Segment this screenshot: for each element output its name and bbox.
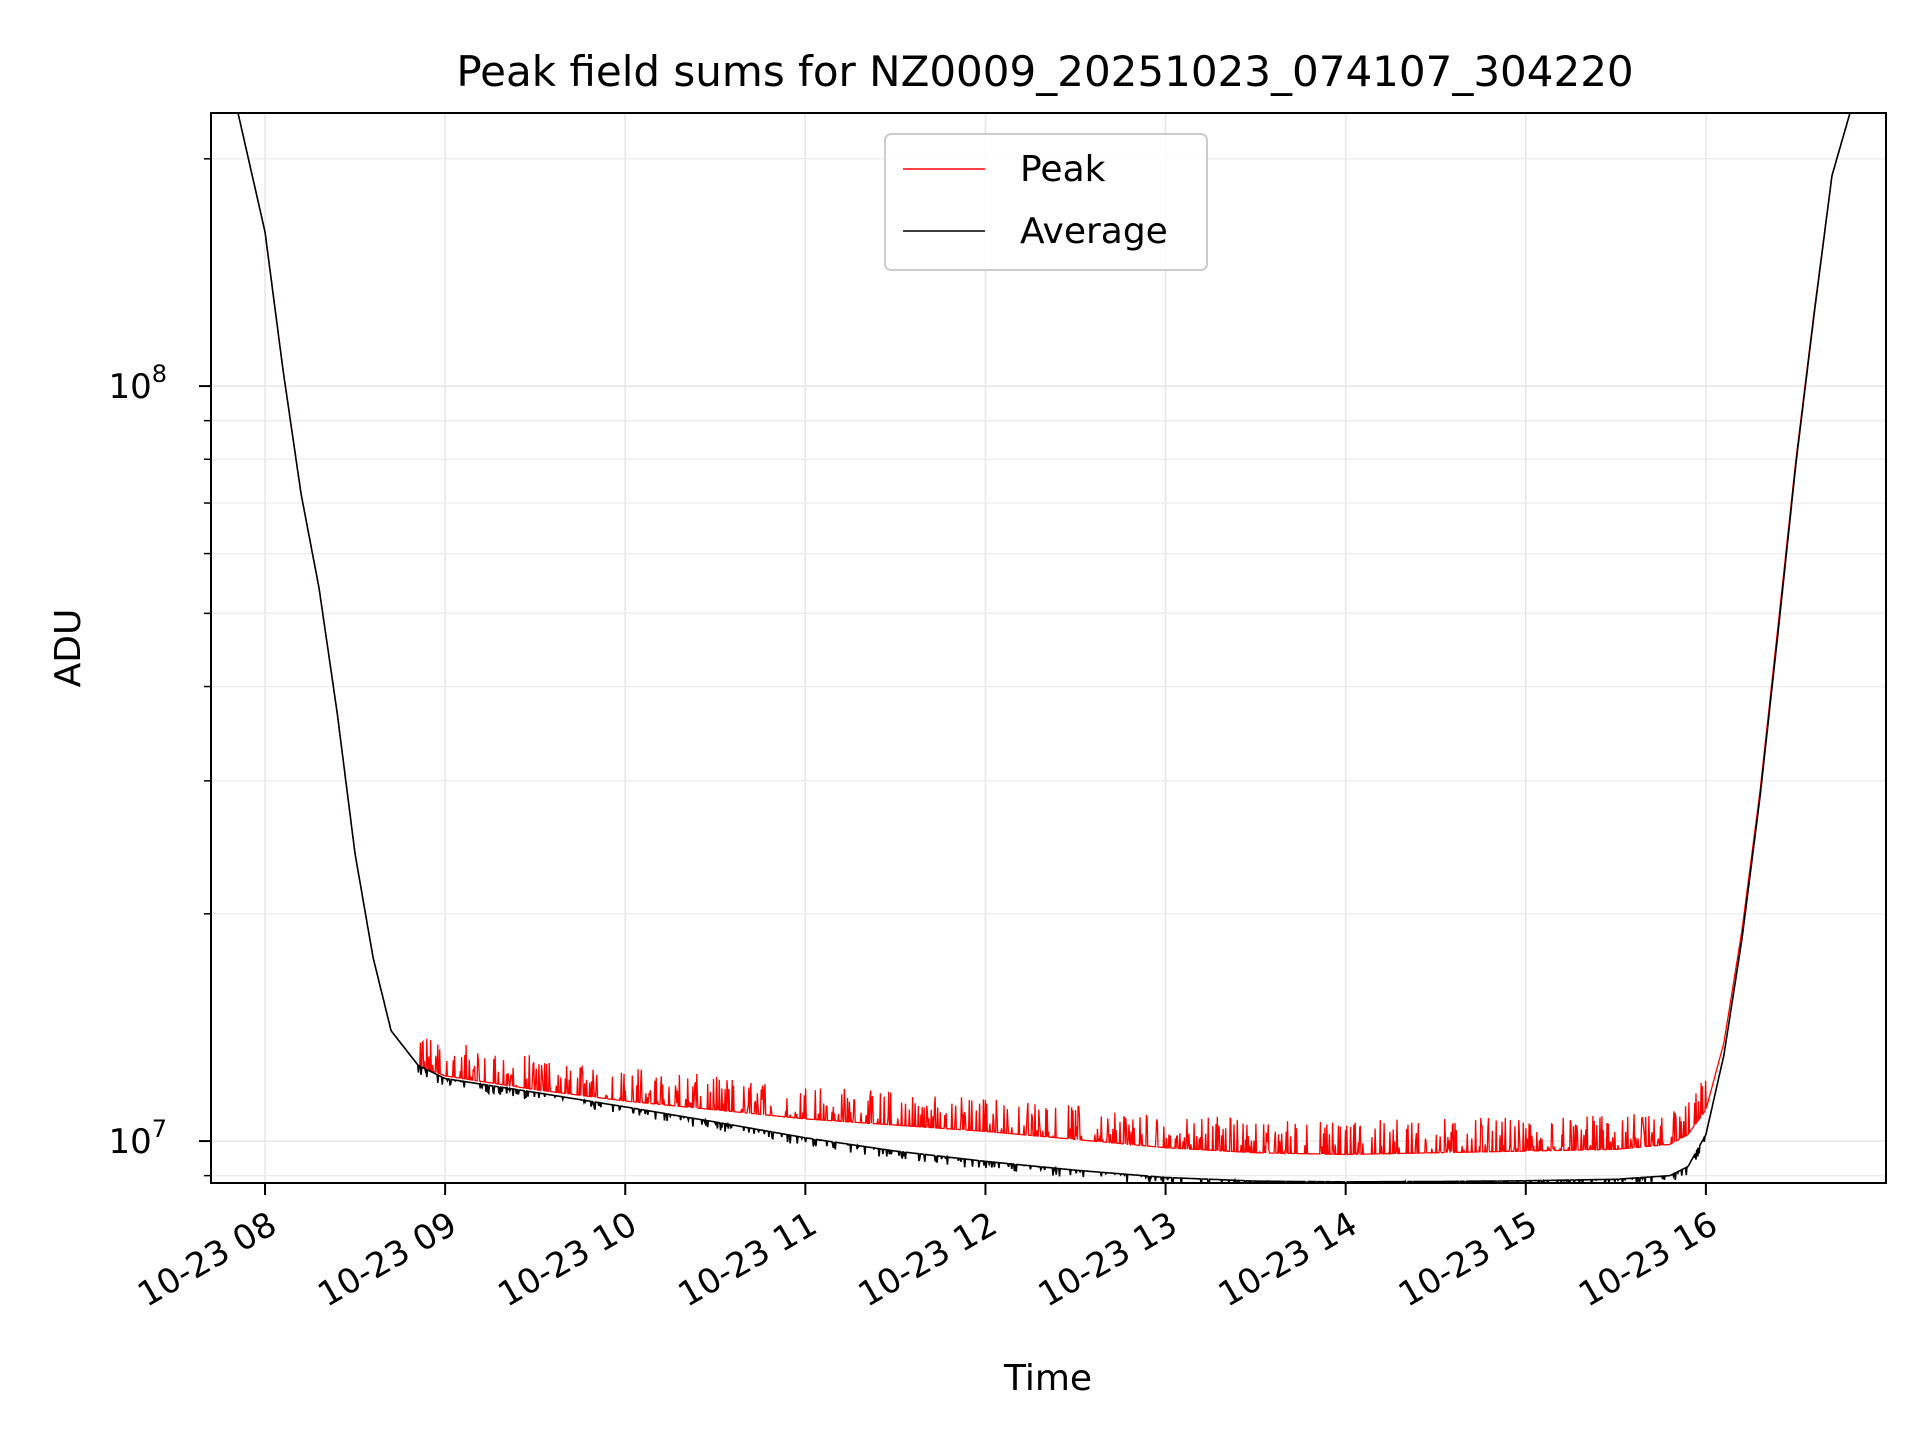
series-layer: [211, 113, 1886, 1183]
y-tick-label: 107: [108, 1115, 167, 1162]
series-line-average: [211, 113, 1886, 1183]
x-axis-label: Time: [1003, 1358, 1092, 1399]
y-axis-label: ADU: [48, 609, 89, 688]
grid-lines: [211, 113, 1886, 1183]
chart-title: Peak field sums for NZ0009_20251023_0741…: [456, 47, 1633, 96]
legend-label-peak: Peak: [1020, 149, 1106, 190]
legend: Peak Average: [884, 133, 1208, 271]
legend-box: [884, 133, 1208, 271]
series-line-peak: [211, 113, 1886, 1156]
plot-frame: [210, 112, 1887, 1184]
legend-label-average: Average: [1020, 211, 1168, 252]
